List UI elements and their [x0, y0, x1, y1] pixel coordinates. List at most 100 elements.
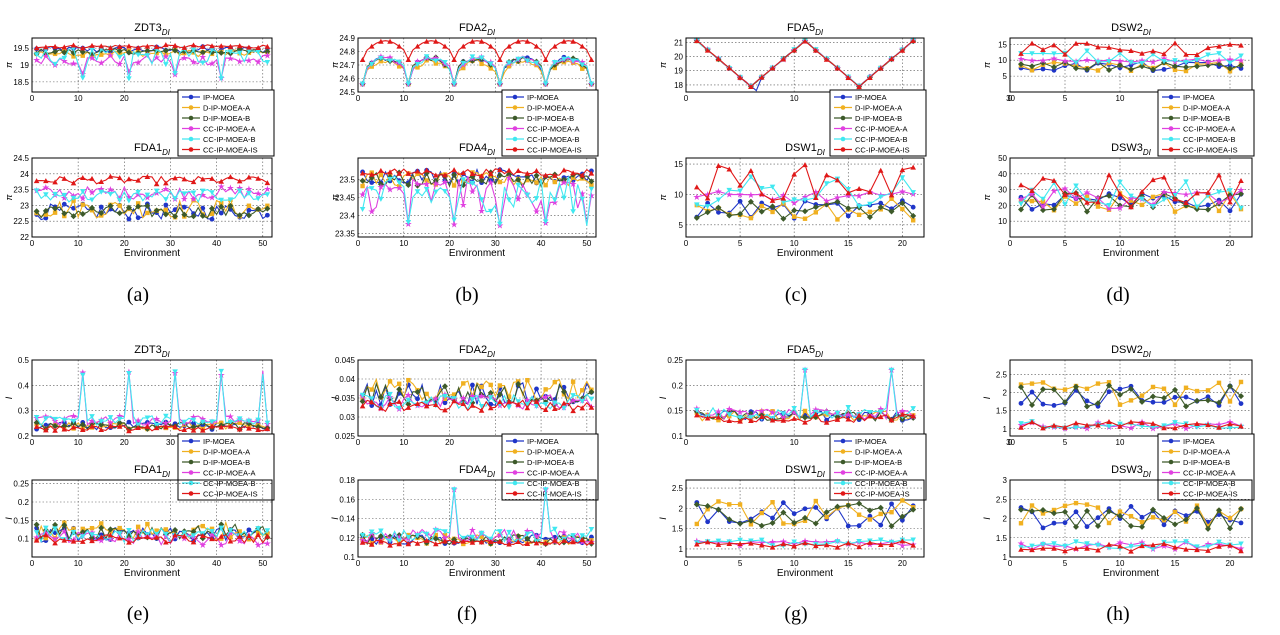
data-point — [1183, 64, 1189, 71]
data-point — [432, 535, 439, 542]
data-point — [515, 399, 521, 405]
data-point — [1062, 520, 1068, 526]
data-point — [748, 83, 754, 89]
x-tick-label: 30 — [491, 239, 500, 248]
data-point — [368, 541, 375, 547]
data-point — [704, 204, 711, 210]
data-point — [1062, 503, 1068, 509]
legend-entry: D-IP-MOEA-A — [855, 104, 902, 113]
y-tick-label: 1.5 — [672, 525, 684, 534]
data-point — [423, 403, 430, 409]
data-point — [1172, 386, 1178, 393]
legend-entry: D-IP-MOEA-B — [1183, 458, 1230, 467]
data-point: ★ — [69, 59, 77, 69]
subplot-title: FDA5DI — [787, 344, 824, 359]
data-point — [172, 196, 178, 202]
data-point — [264, 426, 271, 432]
data-point — [1040, 511, 1046, 516]
data-point — [716, 499, 721, 504]
data-point — [1073, 40, 1079, 46]
data-point — [1172, 394, 1178, 400]
data-point — [726, 417, 733, 423]
data-point: ★ — [208, 59, 216, 69]
data-point: ★ — [79, 69, 87, 79]
subplot-6: ★★★★★★★★★★★★★★★★★★★★★0510152051015πDSW1D… — [658, 142, 925, 259]
x-tick-label: 10 — [1116, 438, 1125, 447]
data-point — [1018, 421, 1024, 427]
data-point — [727, 502, 732, 507]
data-point — [1194, 204, 1200, 210]
data-point — [144, 415, 151, 421]
data-point — [1051, 202, 1057, 208]
data-point — [154, 528, 159, 533]
data-point — [1106, 58, 1112, 64]
data-point — [1018, 61, 1024, 68]
x-tick-label: 0 — [684, 239, 689, 248]
data-point — [1051, 541, 1057, 547]
data-point — [1029, 508, 1035, 515]
data-point — [1106, 172, 1112, 178]
data-point — [98, 43, 105, 49]
data-point — [579, 537, 586, 543]
data-point: ★ — [468, 525, 476, 535]
y-axis-label: I — [982, 396, 992, 399]
data-point — [1040, 207, 1046, 214]
data-point — [89, 175, 95, 181]
data-point — [33, 188, 40, 194]
data-point — [70, 195, 77, 201]
data-point — [163, 207, 169, 213]
data-point — [451, 81, 457, 87]
y-tick-label: 2 — [679, 504, 684, 513]
subplot-8: ★★★★★★★★★★★★★★★★★★★★★051015201020304050π… — [982, 142, 1253, 259]
data-point — [877, 504, 884, 511]
data-point — [387, 38, 393, 44]
data-point: ★ — [1061, 56, 1069, 66]
y-tick-label: 10 — [998, 56, 1007, 65]
y-tick-label: 18.5 — [13, 78, 29, 87]
axes-frame — [357, 479, 597, 558]
data-point — [579, 533, 586, 539]
data-point — [823, 410, 830, 416]
data-point — [451, 487, 457, 493]
data-point — [1018, 506, 1024, 513]
data-point — [1150, 506, 1156, 513]
data-point: ★ — [855, 191, 863, 201]
data-point — [209, 211, 215, 216]
data-point — [1018, 521, 1024, 526]
data-point — [442, 538, 448, 544]
data-point — [1084, 48, 1090, 54]
legend-entry: CC-IP-MOEA-B — [203, 135, 256, 144]
subplot-16: ★★★★★★★★★★★★★★★★★★★★★0510152011.522.53ID… — [982, 464, 1253, 579]
data-point: ★ — [1116, 203, 1124, 213]
data-point: ★ — [1182, 424, 1190, 434]
data-point — [52, 427, 58, 433]
legend-entry: CC-IP-MOEA-A — [203, 125, 256, 134]
data-point — [227, 538, 234, 544]
data-point — [172, 532, 178, 538]
data-point — [181, 44, 188, 50]
legend-entry: CC-IP-MOEA-B — [1183, 479, 1236, 488]
y-axis-label: I — [658, 517, 668, 520]
data-point — [61, 422, 68, 429]
y-tick-label: 3 — [1003, 476, 1008, 485]
data-point — [479, 534, 484, 539]
axes-frame — [357, 37, 597, 93]
data-point: ★ — [1237, 185, 1245, 195]
data-point — [228, 535, 233, 540]
data-point — [125, 204, 132, 211]
data-point — [396, 59, 402, 65]
x-tick-label: 50 — [258, 559, 267, 568]
data-point — [1139, 393, 1145, 398]
data-point — [264, 59, 271, 65]
y-tick-label: 10 — [674, 190, 683, 199]
data-point — [1216, 189, 1222, 195]
data-point — [236, 178, 243, 184]
data-point — [461, 381, 466, 386]
data-point — [43, 525, 49, 531]
legend-entry: IP-MOEA — [855, 437, 887, 446]
data-point — [542, 407, 549, 413]
data-point — [451, 171, 458, 178]
data-point — [1095, 542, 1101, 548]
data-point — [900, 206, 905, 212]
data-point — [496, 391, 503, 398]
